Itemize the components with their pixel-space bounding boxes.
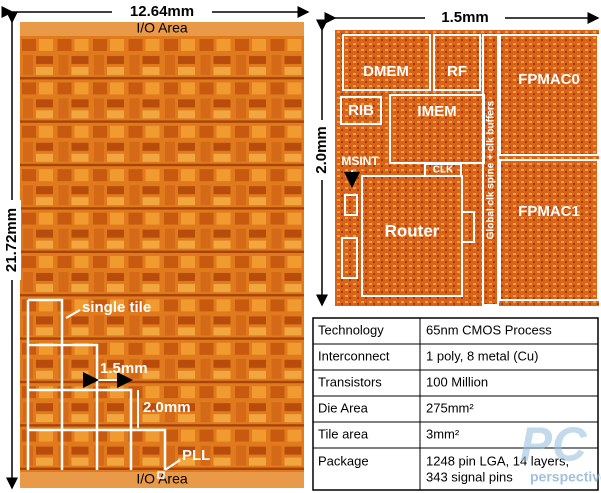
block-label: MSINT <box>341 154 379 168</box>
block-label: IMEM <box>417 103 456 120</box>
table-cell: Transistors <box>318 374 382 389</box>
tile-width-dim: 1.5mm <box>441 9 489 26</box>
die-photo: I/O Area I/O Area single tile 1.5mm 2.0m… <box>20 20 304 488</box>
watermark-logo: PC <box>520 419 588 472</box>
table-cell: 100 Million <box>426 374 488 389</box>
table-cell: 3mm² <box>426 426 460 441</box>
block-label: FPMAC1 <box>518 203 580 220</box>
block-label: FPMAC0 <box>518 71 580 88</box>
die-width-label: 12.64mm <box>130 3 194 20</box>
tile-height-dim: 2.0mm <box>313 126 330 174</box>
block-label: RF <box>447 63 467 80</box>
die-height-label: 21.72mm <box>3 208 20 272</box>
block-label: DMEM <box>363 63 409 80</box>
table-cell: 275mm² <box>426 400 474 415</box>
spec-table: Technology 65nm CMOS Process Interconnec… <box>312 317 599 491</box>
block-label: Router <box>385 221 440 240</box>
block-label: CLK <box>433 165 454 176</box>
table-cell: Die Area <box>318 400 369 415</box>
block-label: Global clk spine + clk buffers <box>486 100 497 239</box>
pll-label: PLL <box>182 447 210 464</box>
table-cell: 343 signal pins <box>426 469 513 484</box>
tile-photo: DMEM RF FPMAC0 RIB IMEM MSINT CLK Global… <box>335 30 599 306</box>
block-label: RIB <box>348 102 374 119</box>
tile-height-label: 2.0mm <box>143 399 191 416</box>
tile-width-label: 1.5mm <box>100 360 148 377</box>
watermark-text: perspective <box>530 469 601 485</box>
table-cell: 1 poly, 8 metal (Cu) <box>426 348 538 363</box>
io-area-top: I/O Area <box>136 20 188 36</box>
single-tile-label: single tile <box>82 299 151 316</box>
table-cell: 1248 pin LGA, 14 layers, <box>426 453 569 468</box>
table-cell: 65nm CMOS Process <box>426 322 552 337</box>
table-cell: Tile area <box>318 426 369 441</box>
table-cell: Package <box>318 453 369 468</box>
table-cell: Interconnect <box>318 348 390 363</box>
table-cell: Technology <box>318 322 384 337</box>
